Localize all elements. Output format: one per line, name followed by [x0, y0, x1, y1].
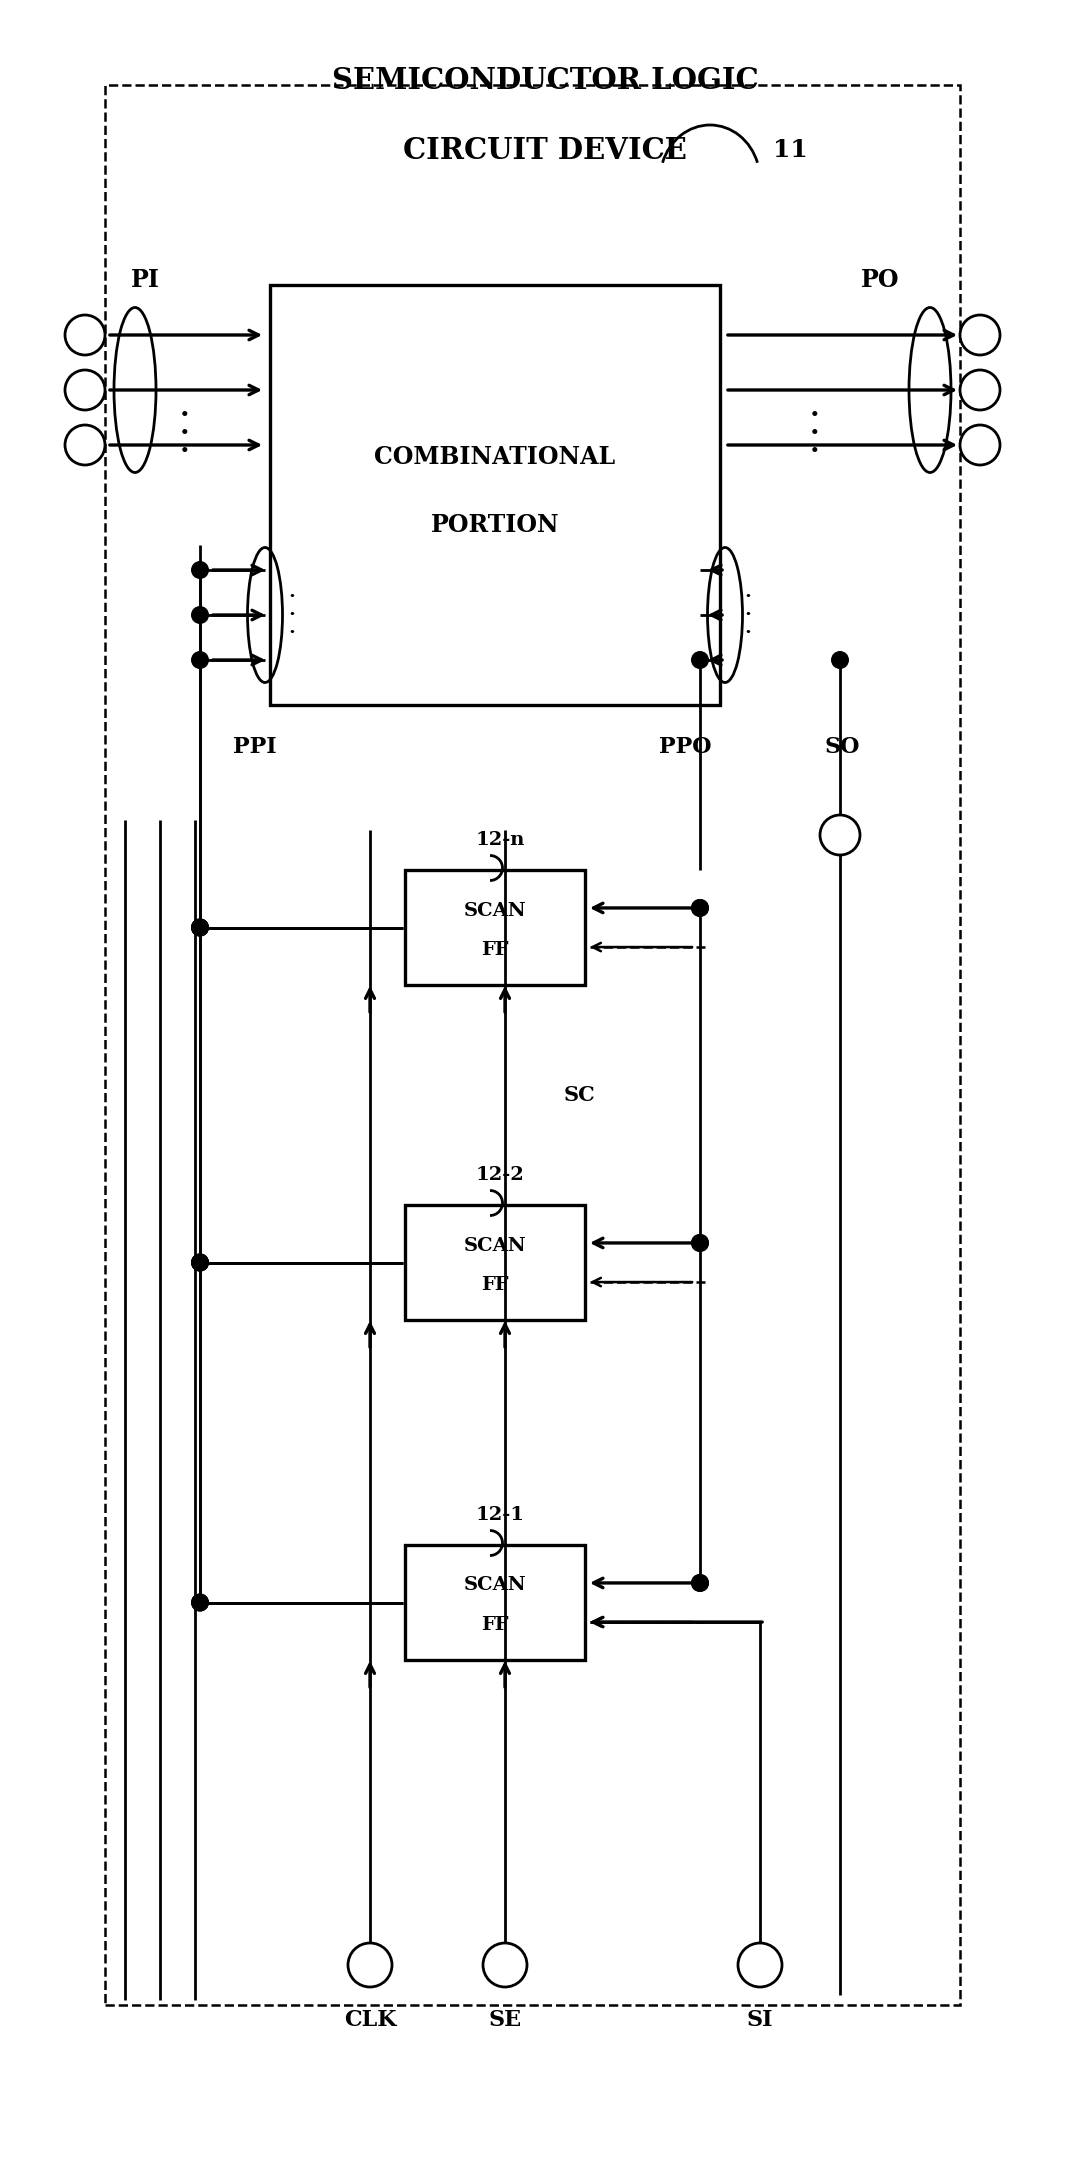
- Circle shape: [348, 1942, 392, 1987]
- Text: 12-1: 12-1: [475, 1507, 524, 1524]
- Circle shape: [65, 314, 105, 355]
- Circle shape: [960, 424, 1000, 465]
- Bar: [105, 84, 960, 2005]
- Text: 12-2: 12-2: [475, 1167, 524, 1184]
- Bar: [405, 870, 585, 985]
- Text: ·: ·: [744, 606, 751, 624]
- Circle shape: [960, 314, 1000, 355]
- Text: ·: ·: [180, 437, 190, 465]
- Circle shape: [191, 1593, 209, 1611]
- Circle shape: [191, 918, 209, 937]
- Text: ·: ·: [810, 401, 820, 429]
- Bar: [405, 1546, 585, 1661]
- Text: ·: ·: [180, 401, 190, 429]
- Circle shape: [191, 561, 209, 578]
- Text: SO: SO: [824, 736, 860, 758]
- Text: FF: FF: [482, 1615, 509, 1635]
- Circle shape: [483, 1942, 526, 1987]
- Bar: [270, 286, 720, 706]
- Circle shape: [738, 1942, 782, 1987]
- Text: ·: ·: [744, 624, 751, 643]
- Text: SE: SE: [488, 2009, 521, 2031]
- Text: SCAN: SCAN: [463, 1576, 526, 1593]
- Circle shape: [191, 1254, 209, 1271]
- Circle shape: [691, 898, 709, 918]
- Circle shape: [820, 814, 860, 855]
- Circle shape: [191, 1593, 209, 1611]
- Circle shape: [960, 370, 1000, 409]
- Text: ·: ·: [289, 589, 295, 606]
- Bar: [590, 985, 700, 1206]
- Text: PPI: PPI: [233, 736, 277, 758]
- Text: ·: ·: [744, 589, 751, 606]
- Circle shape: [191, 606, 209, 624]
- Bar: [405, 1206, 585, 1321]
- Text: PPO: PPO: [658, 736, 712, 758]
- Circle shape: [691, 652, 709, 669]
- Circle shape: [691, 1574, 709, 1591]
- Text: PORTION: PORTION: [431, 513, 559, 537]
- Text: ·: ·: [810, 420, 820, 446]
- Text: SCAN: SCAN: [463, 1236, 526, 1254]
- Circle shape: [191, 918, 209, 937]
- Text: COMBINATIONAL: COMBINATIONAL: [375, 446, 616, 470]
- Circle shape: [191, 1254, 209, 1271]
- Text: CIRCUIT DEVICE: CIRCUIT DEVICE: [403, 136, 687, 165]
- Text: ·: ·: [180, 420, 190, 446]
- Circle shape: [65, 424, 105, 465]
- Circle shape: [691, 898, 709, 918]
- Text: SC: SC: [565, 1085, 596, 1104]
- Circle shape: [65, 370, 105, 409]
- Circle shape: [691, 1234, 709, 1251]
- Bar: [590, 1321, 700, 1546]
- Text: FF: FF: [482, 1275, 509, 1293]
- Circle shape: [191, 918, 209, 937]
- Circle shape: [191, 652, 209, 669]
- Text: ·: ·: [289, 606, 295, 624]
- Circle shape: [191, 1254, 209, 1271]
- Text: PI: PI: [131, 268, 159, 292]
- Text: SCAN: SCAN: [463, 901, 526, 920]
- Circle shape: [691, 1234, 709, 1251]
- Text: ·: ·: [289, 624, 295, 643]
- Text: SEMICONDUCTOR LOGIC: SEMICONDUCTOR LOGIC: [331, 65, 759, 95]
- Text: SI: SI: [747, 2009, 773, 2031]
- Text: 12-n: 12-n: [475, 831, 524, 849]
- Text: ·: ·: [810, 437, 820, 465]
- Circle shape: [691, 1574, 709, 1591]
- Text: CLK: CLK: [343, 2009, 397, 2031]
- Circle shape: [831, 652, 849, 669]
- Text: PO: PO: [861, 268, 899, 292]
- Text: 11: 11: [773, 139, 808, 162]
- Text: FF: FF: [482, 940, 509, 959]
